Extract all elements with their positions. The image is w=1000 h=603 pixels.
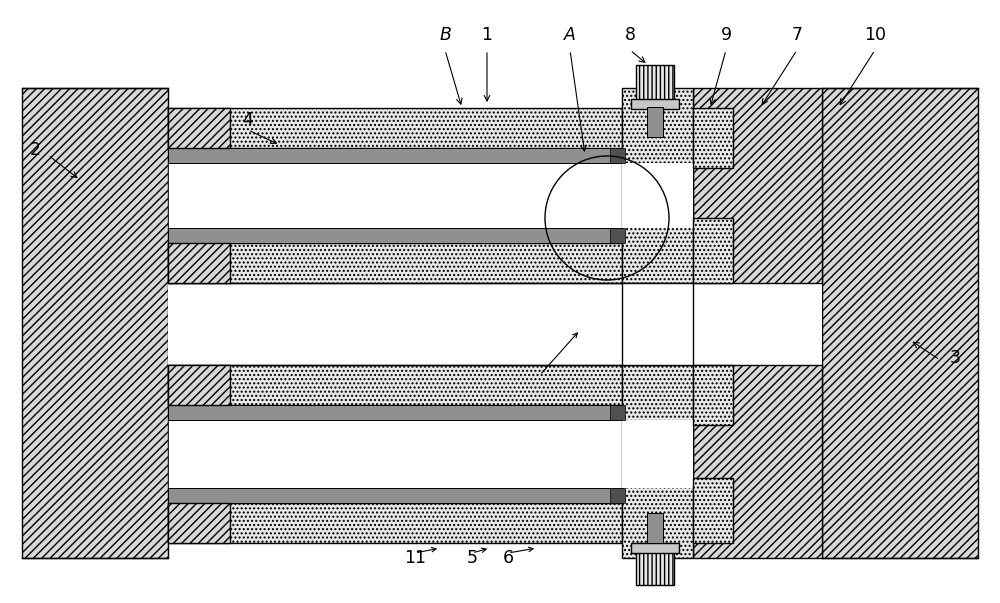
Bar [168,503,230,543]
Bar [610,148,625,163]
Text: 5: 5 [466,549,478,567]
Bar [168,405,622,420]
Text: 8: 8 [624,26,636,44]
Bar [693,218,733,283]
Text: 11: 11 [404,549,426,567]
Bar [168,148,622,163]
Bar [636,543,674,585]
Text: 7: 7 [792,26,802,44]
Bar [610,488,625,503]
Bar [631,543,679,553]
Bar [610,228,625,243]
Bar [168,503,622,543]
Bar [622,283,693,365]
Bar [647,513,663,543]
Text: 2: 2 [30,141,40,159]
Bar [636,65,674,107]
Text: 9: 9 [720,26,732,44]
Bar [168,108,230,148]
Text: 6: 6 [502,549,514,567]
Bar [693,365,733,425]
Bar [168,163,622,228]
Bar [647,107,663,137]
Bar [168,283,822,365]
Text: 4: 4 [243,111,253,129]
Bar [693,365,822,558]
Bar [622,163,693,228]
Bar [168,488,622,503]
Bar [622,88,693,283]
Bar [168,108,622,148]
Text: A: A [564,26,576,44]
Text: 10: 10 [864,26,886,44]
Bar [168,420,622,488]
Bar [631,99,679,109]
Text: 1: 1 [482,26,492,44]
Bar [168,228,622,243]
Bar [168,243,622,283]
Bar [693,88,822,283]
Bar [622,365,693,558]
Bar [168,243,230,283]
Bar [610,405,625,420]
Bar [622,420,693,488]
Bar [693,108,733,168]
Text: 3: 3 [950,349,960,367]
Polygon shape [822,88,978,558]
Text: B: B [439,26,451,44]
Polygon shape [22,88,168,558]
Bar [693,478,733,543]
Bar [168,365,230,405]
Bar [168,365,622,405]
